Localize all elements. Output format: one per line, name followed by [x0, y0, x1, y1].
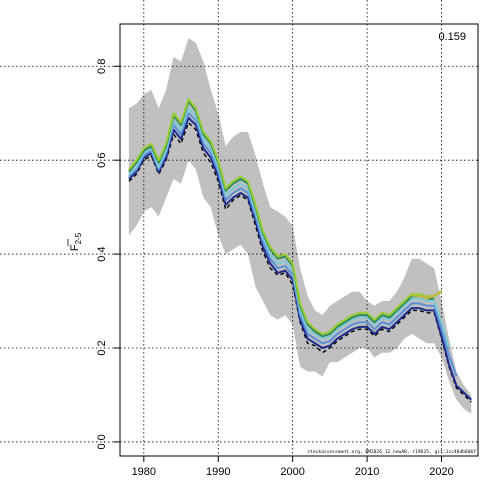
y-axis: 0.0 0.2 0.4 0.6 0.8 — [96, 59, 120, 450]
corner-value: 0.159 — [438, 31, 466, 43]
series-line-7 — [411, 289, 443, 300]
x-tick-label-1980: 1980 — [132, 466, 156, 478]
y-tick-label-0.4: 0.4 — [96, 246, 108, 261]
x-tick-label-2000: 2000 — [280, 466, 304, 478]
y-tick-label-0.0: 0.0 — [96, 434, 108, 449]
x-axis: 1980 1990 2000 2010 2020 — [132, 456, 454, 478]
confidence-band — [128, 38, 472, 414]
y-axis-label: F2-5 — [67, 232, 83, 251]
svg-text:F2-5: F2-5 — [69, 232, 83, 251]
confidence-band-layer — [128, 38, 472, 414]
series-layer — [128, 98, 472, 403]
plot-frame — [119, 23, 479, 457]
footer-note: stockassessment.org, BM2026_12_newAR, r1… — [307, 449, 476, 455]
y-tick-label-0.8: 0.8 — [96, 59, 108, 74]
x-tick-label-1990: 1990 — [206, 466, 230, 478]
series-line-5 — [128, 100, 435, 338]
x-tick-label-2020: 2020 — [429, 466, 453, 478]
grid-layer — [0, 0, 480, 456]
y-tick-label-0.2: 0.2 — [96, 340, 108, 355]
y-axis-label-subscript: 2-5 — [74, 232, 83, 244]
series-line-6 — [128, 98, 443, 335]
x-tick-label-2010: 2010 — [355, 466, 379, 478]
series-line-2 — [128, 116, 472, 401]
series-line-4 — [128, 107, 450, 349]
y-axis-label-main: F — [69, 244, 81, 251]
y-tick-label-0.6: 0.6 — [96, 153, 108, 168]
